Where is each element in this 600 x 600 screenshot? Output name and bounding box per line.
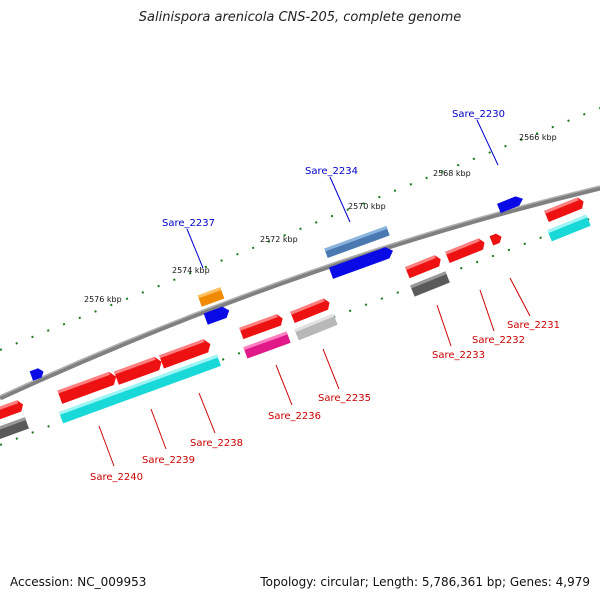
- gene-cyan-right-edge[interactable]: [547, 214, 591, 242]
- gene-label-sare-2230[interactable]: Sare_2230: [452, 109, 505, 120]
- scale-label-2574: 2574 kbp: [172, 266, 210, 275]
- genome-backbone-highlight: [0, 185, 600, 397]
- gene-sare-2234-block[interactable]: [324, 226, 390, 258]
- gene-label-sare-2240[interactable]: Sare_2240: [90, 472, 143, 483]
- gene-small-blue-block[interactable]: [29, 367, 46, 381]
- leader-line-sare-2237: [186, 228, 204, 269]
- gene-sare-2230-block[interactable]: [497, 194, 525, 214]
- scale-label-2572: 2572 kbp: [260, 235, 298, 244]
- gene-red-middle-block[interactable]: [290, 297, 332, 324]
- gene-label-sare-2239[interactable]: Sare_2239: [142, 455, 195, 466]
- map-title: Salinispora arenicola CNS-205, complete …: [138, 10, 462, 25]
- leader-line-sare-2239: [150, 408, 167, 450]
- gene-red-long-block-3[interactable]: [57, 370, 118, 404]
- gene-sare-2237-block[interactable]: [197, 287, 225, 307]
- leader-line-sare-2233: [436, 304, 452, 347]
- gene-label-sare-2236[interactable]: Sare_2236: [268, 411, 321, 422]
- gene-sare-2233-red-block[interactable]: [405, 254, 443, 279]
- leader-line-sare-2236: [275, 364, 293, 406]
- gene-sare-2237-partner-block[interactable]: [203, 305, 232, 325]
- gene-red-right-edge[interactable]: [544, 196, 586, 223]
- genome-backbone: [0, 185, 600, 401]
- gene-sare-2231-block[interactable]: [489, 232, 503, 246]
- gene-red-left-middle-block[interactable]: [239, 313, 284, 340]
- gene-sare-2232-block[interactable]: [445, 237, 487, 264]
- leader-line-sare-2238: [198, 392, 216, 434]
- scale-label-2566: 2566 kbp: [519, 133, 557, 142]
- gene-gray-left-edge[interactable]: [0, 417, 29, 442]
- leader-line-sare-2230: [476, 119, 499, 166]
- scale-label-2570: 2570 kbp: [348, 202, 386, 211]
- scale-label-2576: 2576 kbp: [84, 295, 122, 304]
- leader-line-sare-2232: [479, 289, 495, 332]
- gene-red-long-block-1[interactable]: [159, 338, 213, 369]
- gene-red-left-edge[interactable]: [0, 399, 25, 423]
- leader-line-sare-2240: [98, 425, 115, 467]
- leader-line-sare-2235: [322, 348, 340, 390]
- upper-tick-row: [0, 107, 600, 351]
- gene-sare-2234-partner-block[interactable]: [328, 245, 395, 279]
- gene-cyan-long-block[interactable]: [59, 354, 221, 424]
- genome-summary-text: Topology: circular; Length: 5,786,361 bp…: [260, 575, 590, 589]
- scale-label-2568: 2568 kbp: [433, 169, 471, 178]
- gene-sare-2235-block[interactable]: [294, 313, 338, 341]
- gene-label-sare-2232[interactable]: Sare_2232: [472, 335, 525, 346]
- gene-label-sare-2235[interactable]: Sare_2235: [318, 393, 371, 404]
- accession-text: Accession: NC_009953: [10, 575, 147, 589]
- gene-label-sare-2233[interactable]: Sare_2233: [432, 350, 485, 361]
- gene-red-long-block-2[interactable]: [114, 355, 164, 385]
- gene-sare-2236-block[interactable]: [243, 331, 291, 359]
- gene-label-sare-2231[interactable]: Sare_2231: [507, 320, 560, 331]
- leader-line-sare-2234: [329, 176, 351, 223]
- gene-label-sare-2238[interactable]: Sare_2238: [190, 438, 243, 449]
- gene-label-sare-2234[interactable]: Sare_2234: [305, 166, 358, 177]
- gene-label-sare-2237[interactable]: Sare_2237: [162, 218, 215, 229]
- gene-sare-2233-block[interactable]: [410, 271, 450, 297]
- leader-line-sare-2231: [509, 277, 531, 317]
